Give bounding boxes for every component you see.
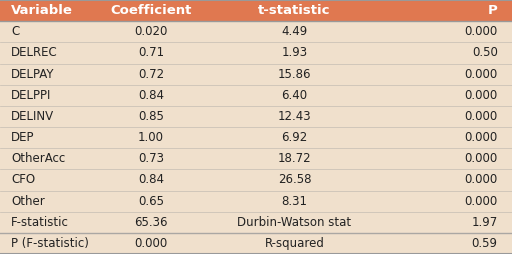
Text: 12.43: 12.43 [278, 110, 311, 123]
Text: 4.49: 4.49 [281, 25, 308, 38]
Text: R-squared: R-squared [265, 237, 324, 250]
Text: P (F-statistic): P (F-statistic) [11, 237, 89, 250]
Text: 15.86: 15.86 [278, 68, 311, 81]
Text: C: C [11, 25, 19, 38]
Text: t-statistic: t-statistic [258, 4, 331, 17]
Text: CFO: CFO [11, 173, 35, 186]
Text: 0.84: 0.84 [138, 89, 164, 102]
Text: DELINV: DELINV [11, 110, 54, 123]
Text: 0.65: 0.65 [138, 195, 164, 208]
Text: 18.72: 18.72 [278, 152, 311, 165]
Text: 0.000: 0.000 [464, 25, 498, 38]
Text: 0.50: 0.50 [472, 46, 498, 59]
Text: DEP: DEP [11, 131, 35, 144]
Text: 8.31: 8.31 [282, 195, 307, 208]
Text: 0.000: 0.000 [464, 131, 498, 144]
Text: 1.00: 1.00 [138, 131, 164, 144]
Text: 0.000: 0.000 [464, 68, 498, 81]
Text: 0.85: 0.85 [138, 110, 164, 123]
Text: 0.000: 0.000 [135, 237, 167, 250]
Text: 1.97: 1.97 [472, 216, 498, 229]
Text: 0.72: 0.72 [138, 68, 164, 81]
Text: 6.40: 6.40 [281, 89, 308, 102]
Text: 26.58: 26.58 [278, 173, 311, 186]
Text: 0.020: 0.020 [134, 25, 168, 38]
Text: 0.73: 0.73 [138, 152, 164, 165]
Text: OtherAcc: OtherAcc [11, 152, 66, 165]
Text: 0.000: 0.000 [464, 89, 498, 102]
Text: DELREC: DELREC [11, 46, 58, 59]
Text: 0.84: 0.84 [138, 173, 164, 186]
Text: DELPPI: DELPPI [11, 89, 52, 102]
Text: 6.92: 6.92 [281, 131, 308, 144]
Text: Coefficient: Coefficient [111, 4, 191, 17]
Text: 1.93: 1.93 [281, 46, 308, 59]
Text: Durbin-Watson stat: Durbin-Watson stat [238, 216, 351, 229]
Text: 0.59: 0.59 [472, 237, 498, 250]
Text: DELPAY: DELPAY [11, 68, 55, 81]
Text: 0.000: 0.000 [464, 173, 498, 186]
Text: P: P [488, 4, 498, 17]
Text: Other: Other [11, 195, 45, 208]
Bar [0, 0, 512, 21]
Text: 0.000: 0.000 [464, 195, 498, 208]
Text: 0.71: 0.71 [138, 46, 164, 59]
Text: 65.36: 65.36 [134, 216, 168, 229]
Text: 0.000: 0.000 [464, 110, 498, 123]
Text: 0.000: 0.000 [464, 152, 498, 165]
Text: F-statistic: F-statistic [11, 216, 69, 229]
Text: Variable: Variable [11, 4, 73, 17]
